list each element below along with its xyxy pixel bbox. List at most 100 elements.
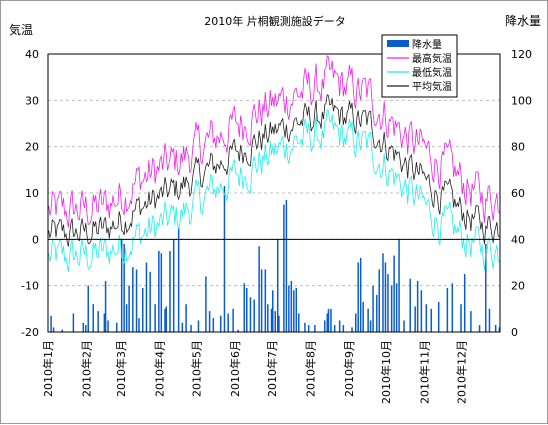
precipitation-bar	[384, 262, 387, 332]
precipitation-bar	[488, 308, 491, 332]
precipitation-bar	[403, 320, 405, 332]
x-tick-label: 2010年12月	[455, 340, 469, 404]
precipitation-bar	[87, 285, 89, 332]
precipitation-bar	[92, 304, 94, 332]
precipitation-bar	[135, 269, 138, 332]
right-tick-label: 0	[511, 326, 518, 339]
precipitation-bar	[324, 320, 326, 332]
precipitation-bar	[97, 311, 99, 332]
precipitation-bar	[283, 204, 285, 332]
precipitation-bar	[295, 287, 298, 332]
left-tick-label: 10	[25, 187, 39, 200]
x-tick-label: 2010年11月	[417, 340, 431, 404]
legend-label-min-temp: 最低気温	[412, 66, 452, 79]
precipitation-bar	[103, 313, 106, 332]
precipitation-bar	[132, 267, 134, 332]
left-axis-ticks: -20 -10 0 10 20 30 40	[21, 48, 39, 339]
precipitation-bar	[115, 322, 118, 332]
precipitation-bar	[169, 250, 171, 332]
precipitation-bar	[61, 329, 63, 332]
precipitation-bar	[197, 320, 200, 332]
precipitation-bar	[463, 274, 466, 332]
precipitation-bar	[223, 186, 226, 332]
x-tick-label: 2010年8月	[304, 340, 318, 397]
left-tick-label: 30	[25, 94, 39, 107]
right-axis-title: 降水量	[505, 14, 541, 28]
precipitation-bar	[220, 315, 222, 332]
precipitation-bar	[205, 276, 207, 332]
precipitation-bars	[50, 186, 501, 332]
precipitation-bar	[138, 318, 140, 332]
x-tick-label: 2010年9月	[342, 340, 356, 397]
precipitation-bar	[354, 313, 357, 332]
precipitation-bar	[372, 285, 374, 332]
right-tick-label: 60	[511, 187, 525, 200]
precipitation-bar	[128, 285, 130, 332]
precipitation-bar	[420, 290, 423, 332]
temperature-lines	[48, 55, 500, 272]
x-tick-label: 2010年10月	[379, 340, 393, 404]
precipitation-bar	[212, 318, 215, 332]
precipitation-bar	[50, 315, 52, 332]
series-line	[48, 55, 500, 228]
precipitation-bar	[327, 308, 330, 332]
precipitation-bar	[451, 283, 454, 332]
precipitation-bar	[52, 327, 55, 332]
precipitation-bar	[145, 262, 148, 332]
precipitation-bar	[393, 255, 395, 332]
precipitation-bar	[446, 287, 449, 332]
precipitation-bar	[307, 325, 310, 332]
precipitation-bar	[72, 313, 75, 332]
precipitation-bar	[378, 269, 381, 332]
precipitation-bar	[190, 325, 192, 332]
right-tick-label: 100	[511, 94, 532, 107]
precipitation-bar	[357, 262, 359, 332]
precipitation-bar	[164, 308, 166, 332]
precipitation-bar	[123, 243, 125, 332]
right-tick-label: 80	[511, 141, 525, 154]
right-axis-ticks: 0 20 40 60 80 100 120	[511, 48, 532, 339]
precipitation-bar	[243, 283, 246, 332]
precipitation-bar	[249, 297, 252, 332]
precipitation-bar	[338, 320, 341, 332]
precipitation-bar	[260, 269, 263, 332]
precipitation-bar	[82, 322, 85, 332]
precipitation-bar	[387, 274, 389, 332]
precipitation-bar	[414, 306, 416, 332]
precipitation-bar	[494, 325, 497, 332]
legend-swatch-precipitation	[387, 40, 409, 47]
precipitation-bar	[326, 313, 328, 332]
precipitation-bar	[351, 327, 353, 332]
legend-label-precipitation: 降水量	[412, 38, 442, 51]
precipitation-bar	[293, 290, 295, 332]
precipitation-bar	[276, 239, 279, 332]
precipitation-bar	[330, 308, 332, 332]
right-tick-label: 40	[511, 233, 525, 246]
precipitation-bar	[437, 301, 440, 332]
left-axis-title: 気温	[9, 22, 33, 37]
left-tick-label: 40	[25, 48, 39, 61]
precipitation-bar	[154, 304, 156, 332]
precipitation-bar	[314, 325, 316, 332]
plot-area-border	[47, 53, 501, 333]
legend-label-avg-temp: 平均気温	[412, 80, 452, 93]
precipitation-bar	[120, 239, 123, 332]
legend-label-max-temp: 最高気温	[412, 52, 452, 65]
x-axis-ticks: 2010年1月 2010年2月 2010年3月 2010年4月 2010年5月 2010年…	[41, 340, 469, 404]
precipitation-bar	[267, 304, 269, 332]
grid-lines	[48, 99, 500, 287]
precipitation-bar	[425, 304, 428, 332]
precipitation-bar	[264, 269, 267, 332]
precipitation-bar	[172, 239, 175, 332]
precipitation-bar	[342, 325, 345, 332]
precipitation-bar	[246, 287, 248, 332]
precipitation-bar	[227, 313, 229, 332]
precipitation-bar	[285, 199, 288, 332]
left-tick-label: 20	[25, 141, 39, 154]
precipitation-bar	[158, 250, 160, 332]
right-tick-label: 20	[511, 280, 525, 293]
precipitation-bar	[304, 322, 306, 332]
precipitation-bar	[390, 285, 393, 332]
precipitation-bar	[232, 308, 234, 332]
precipitation-bar	[470, 311, 472, 332]
